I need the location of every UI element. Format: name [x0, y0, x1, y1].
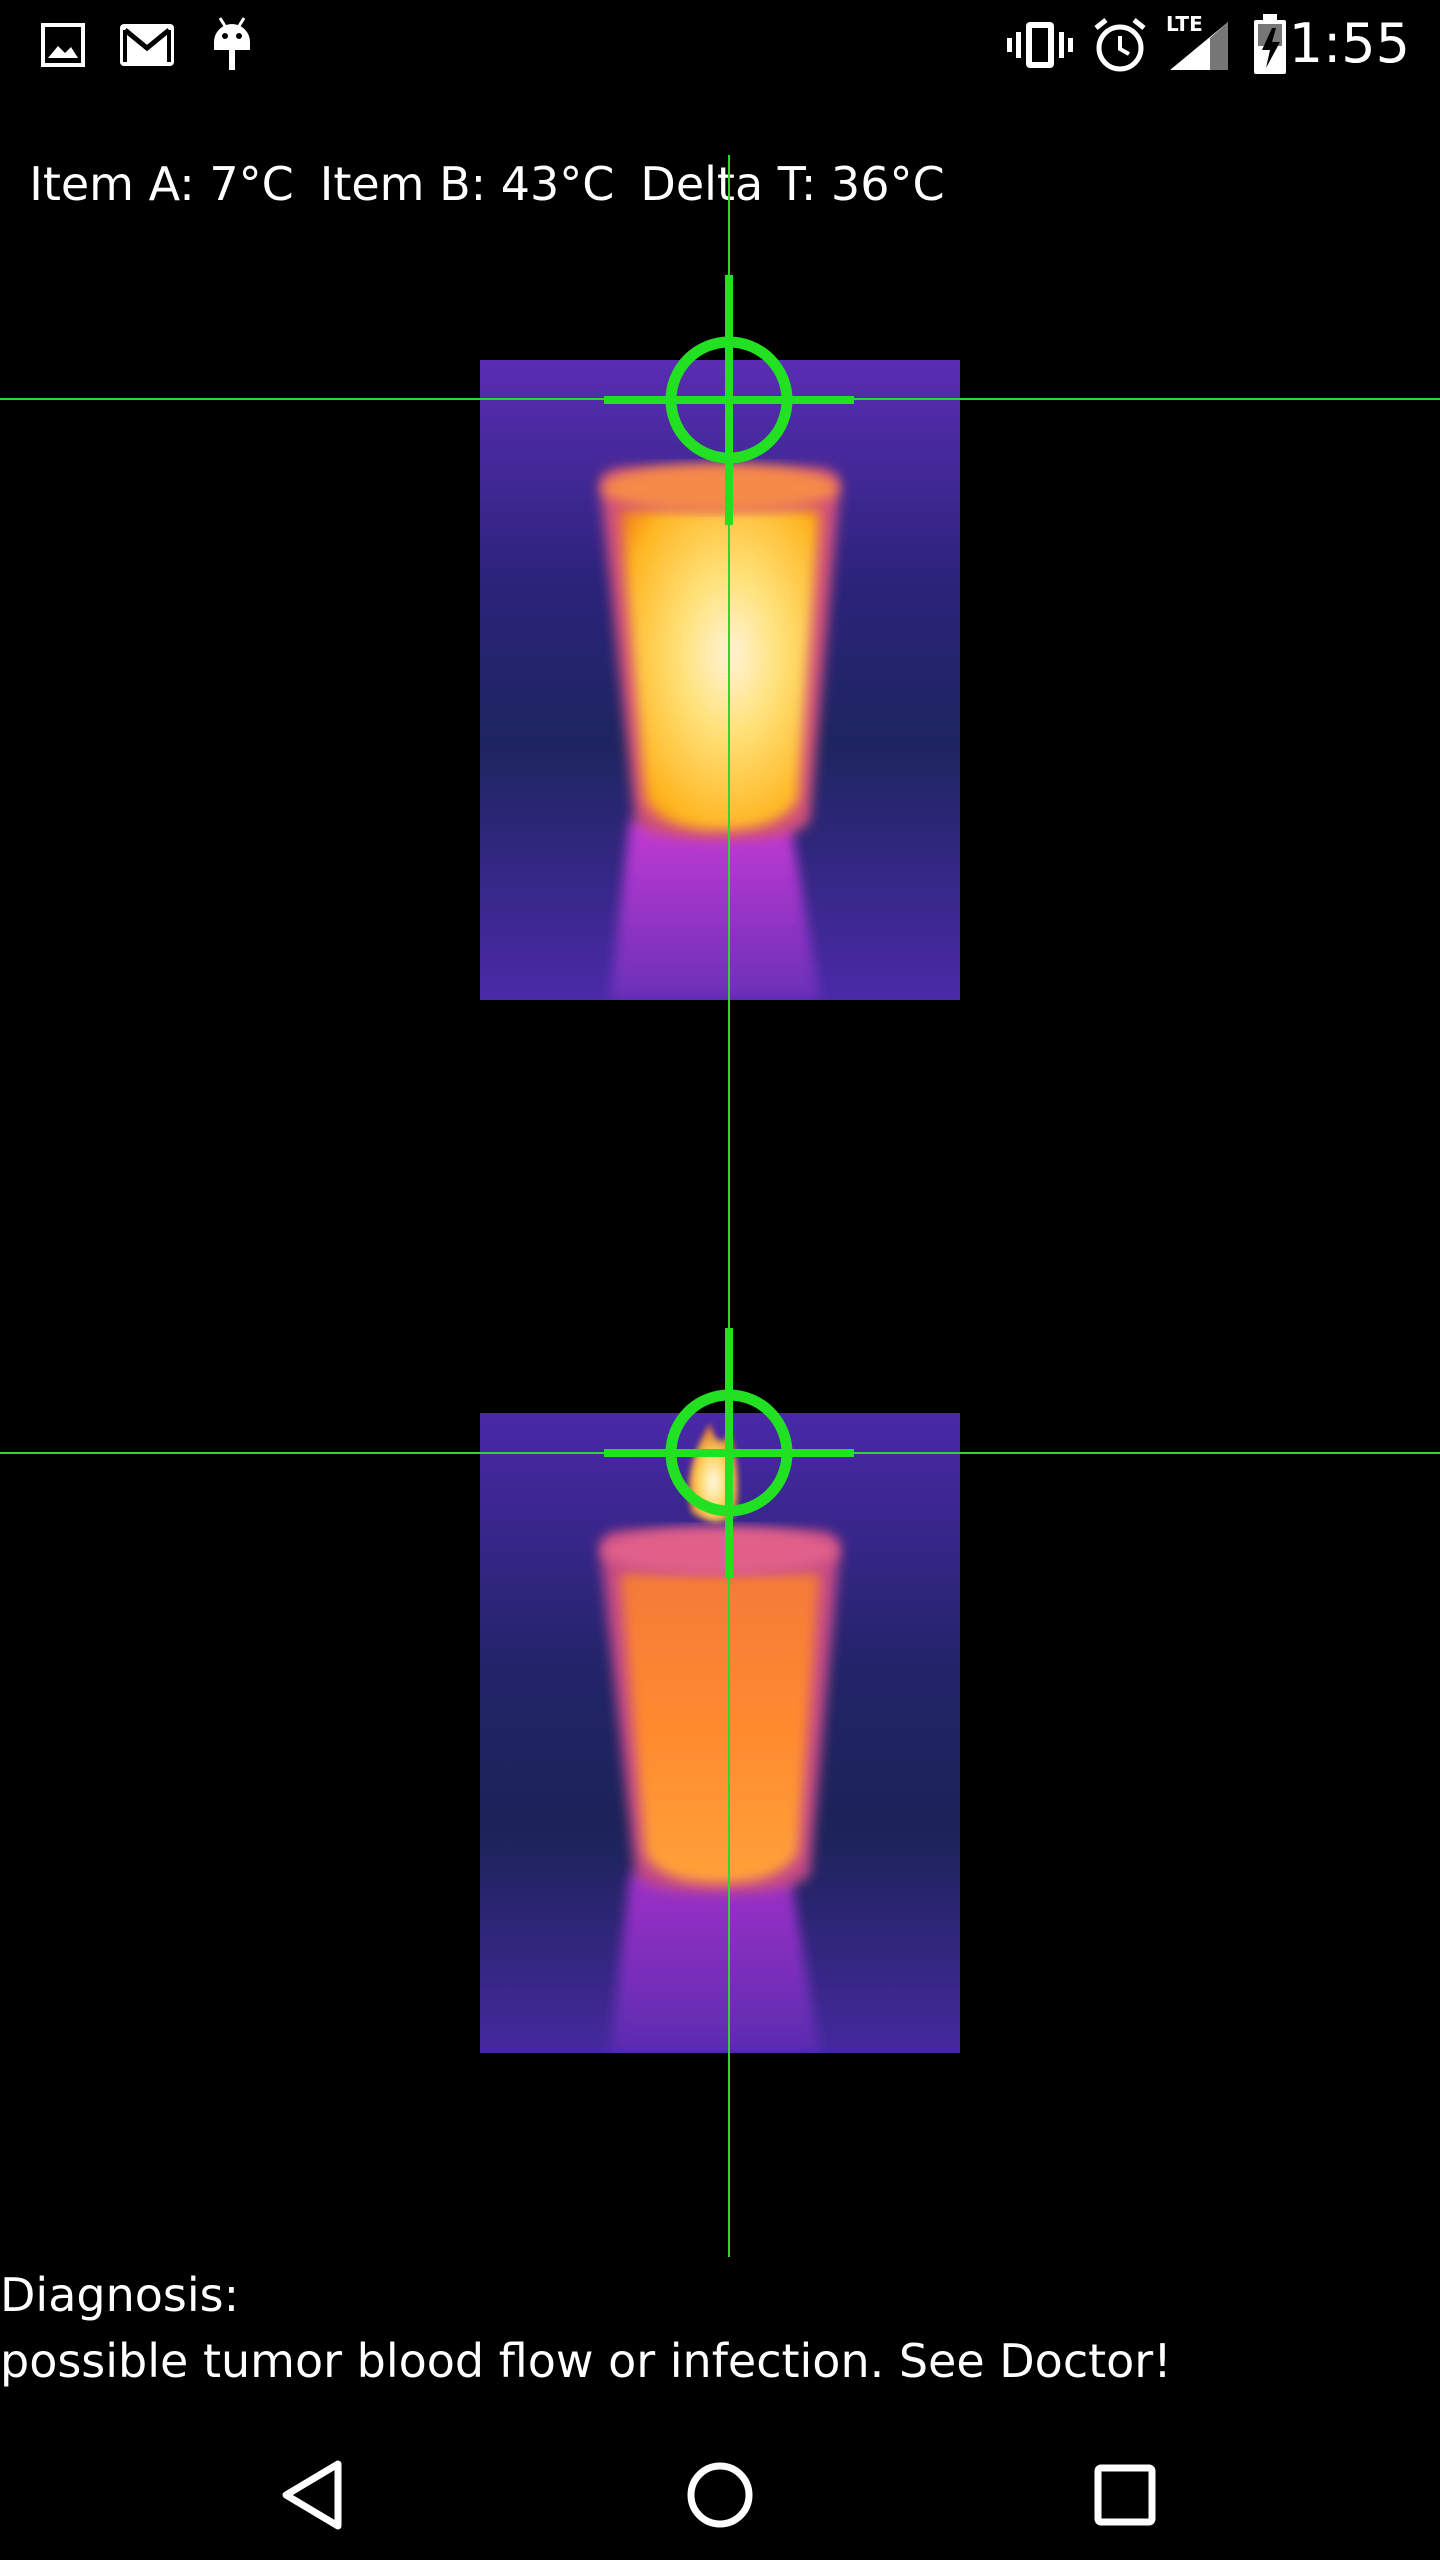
- android-icon: [214, 17, 250, 70]
- vertical-guide-line: [728, 155, 730, 2257]
- thermal-image-a[interactable]: [480, 360, 960, 1000]
- thermal-image-b[interactable]: [480, 1413, 960, 2053]
- home-icon[interactable]: [675, 2450, 765, 2540]
- recents-icon[interactable]: [1080, 2450, 1170, 2540]
- signal-icon: [1170, 22, 1228, 70]
- gmail-icon: [120, 24, 174, 66]
- back-icon[interactable]: [270, 2450, 360, 2540]
- status-time: 1:55: [1288, 12, 1410, 75]
- diagnosis-label: Diagnosis:: [0, 2268, 240, 2322]
- item-b-temperature: Item B: 43°C: [319, 157, 615, 211]
- crosshair-b-icon[interactable]: [604, 1328, 854, 1578]
- temperature-readout: Item A: 7°C Item B: 43°C Delta T: 36°C: [0, 88, 971, 216]
- vibrate-icon: [1007, 22, 1073, 68]
- lte-label: LTE: [1166, 12, 1203, 36]
- battery-charging-icon: [1254, 14, 1286, 74]
- diagnosis-panel: Diagnosis: possible tumor blood flow or …: [0, 2262, 1172, 2394]
- alarm-icon: [1094, 18, 1146, 72]
- diagnosis-text: possible tumor blood flow or infection. …: [0, 2334, 1172, 2388]
- navigation-bar: [0, 2420, 1440, 2560]
- image-icon: [41, 23, 85, 67]
- crosshair-a-icon[interactable]: [604, 275, 854, 525]
- delta-temperature: Delta T: 36°C: [640, 157, 945, 211]
- status-bar: LTE 1:55: [0, 0, 1440, 90]
- item-a-temperature: Item A: 7°C: [29, 157, 294, 211]
